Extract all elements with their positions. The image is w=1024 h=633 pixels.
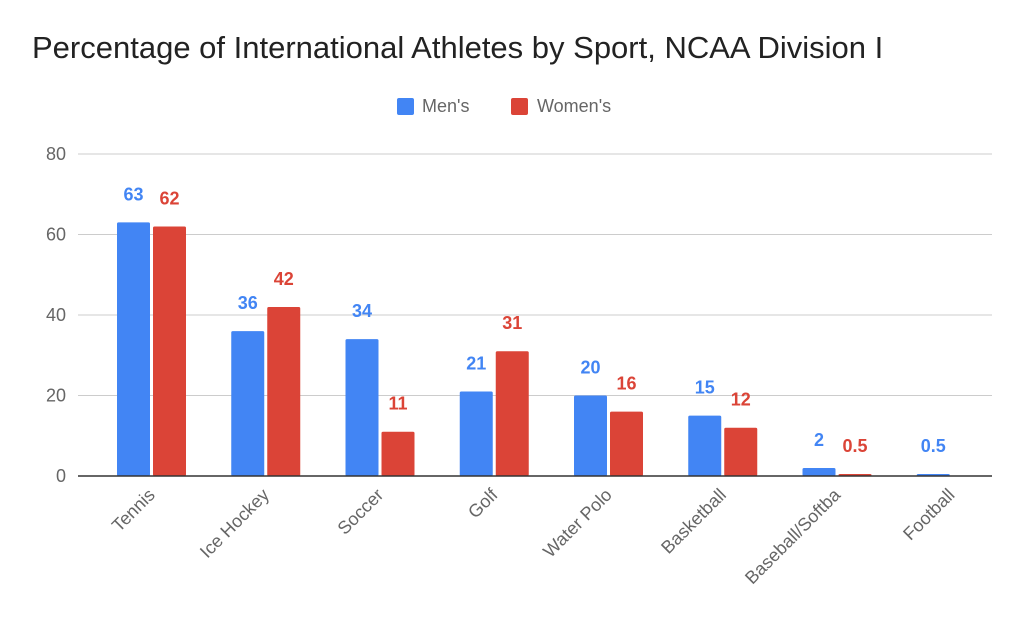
data-label: 2 (814, 430, 824, 450)
data-label: 20 (580, 358, 600, 378)
bar (724, 427, 758, 476)
bar (495, 351, 529, 476)
bar (459, 391, 493, 476)
legend-swatch-mens (397, 98, 414, 115)
data-label: 12 (731, 390, 751, 410)
x-tick-label: Golf (464, 484, 502, 522)
bar (574, 395, 607, 476)
data-label: 34 (352, 301, 372, 321)
data-label: 11 (388, 394, 407, 414)
bar (610, 411, 643, 476)
data-label: 16 (616, 374, 636, 394)
x-tick-label: Water Polo (539, 485, 616, 562)
bar (345, 339, 379, 476)
data-label: 0.5 (921, 436, 946, 456)
data-label: 15 (695, 378, 715, 398)
data-label: 31 (502, 313, 522, 333)
x-tick-label: Basketball (657, 485, 730, 558)
data-label: 21 (466, 353, 486, 373)
bar (802, 467, 836, 476)
bar (381, 431, 415, 476)
data-label: 62 (159, 188, 179, 208)
data-label: 63 (123, 184, 143, 204)
y-tick-label: 20 (46, 386, 66, 406)
data-label: 0.5 (842, 436, 867, 456)
y-tick-label: 0 (56, 466, 66, 486)
x-tick-label: Tennis (108, 485, 159, 536)
data-label: 42 (274, 269, 294, 289)
legend: Men's Women's (0, 94, 1024, 118)
x-tick-label: Football (899, 485, 958, 544)
x-tick-label: Soccer (334, 485, 388, 539)
y-tick-label: 80 (46, 144, 66, 164)
legend-label-womens: Women's (537, 96, 612, 116)
x-tick-label: Baseball/Softba (741, 484, 845, 588)
y-tick-label: 40 (46, 305, 66, 325)
chart-title: Percentage of International Athletes by … (32, 30, 884, 65)
bar (153, 226, 186, 476)
y-tick-label: 60 (46, 225, 66, 245)
bar (231, 331, 265, 476)
bar (267, 306, 301, 476)
bar (117, 222, 150, 476)
legend-label-mens: Men's (422, 96, 470, 116)
x-tick-label: Ice Hockey (196, 485, 273, 562)
legend-swatch-womens (511, 98, 528, 115)
data-label: 36 (238, 293, 258, 313)
bar (688, 415, 722, 476)
